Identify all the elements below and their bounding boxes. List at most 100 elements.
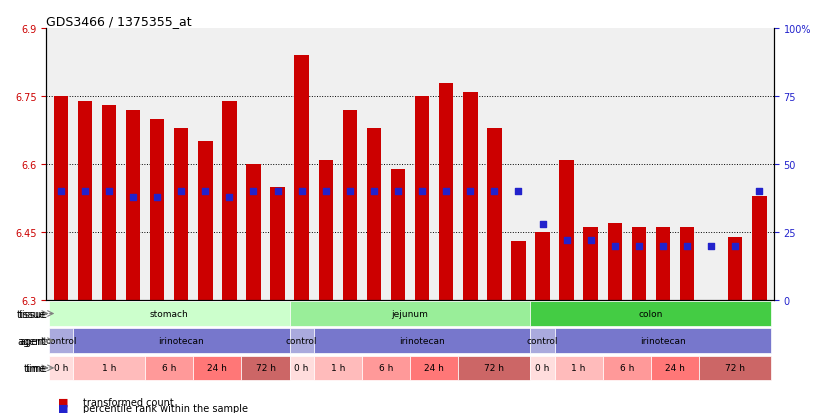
- Text: colon: colon: [638, 309, 663, 318]
- Bar: [487, 128, 501, 300]
- Text: 72 h: 72 h: [484, 363, 505, 373]
- Text: irinotecan: irinotecan: [159, 336, 204, 345]
- FancyBboxPatch shape: [49, 301, 290, 326]
- FancyBboxPatch shape: [554, 356, 603, 380]
- Point: [102, 188, 116, 195]
- Point: [512, 188, 525, 195]
- FancyBboxPatch shape: [73, 356, 145, 380]
- Text: 0 h: 0 h: [535, 363, 550, 373]
- Text: irinotecan: irinotecan: [640, 336, 686, 345]
- Bar: [535, 233, 550, 300]
- Text: 0 h: 0 h: [295, 363, 309, 373]
- Bar: [294, 56, 309, 300]
- Point: [55, 188, 68, 195]
- Bar: [511, 242, 525, 300]
- Text: stomach: stomach: [150, 309, 188, 318]
- Point: [657, 243, 670, 249]
- FancyBboxPatch shape: [699, 356, 771, 380]
- Bar: [222, 101, 236, 300]
- FancyBboxPatch shape: [530, 301, 771, 326]
- Point: [632, 243, 645, 249]
- Bar: [391, 169, 406, 300]
- FancyBboxPatch shape: [145, 356, 193, 380]
- Text: percentile rank within the sample: percentile rank within the sample: [83, 403, 248, 413]
- Point: [126, 194, 140, 200]
- Text: control: control: [286, 336, 317, 345]
- Bar: [608, 223, 622, 300]
- Bar: [559, 160, 574, 300]
- Text: jejunum: jejunum: [392, 309, 429, 318]
- Bar: [150, 119, 164, 300]
- Point: [560, 237, 573, 244]
- Point: [78, 188, 92, 195]
- FancyBboxPatch shape: [290, 329, 314, 353]
- Text: 24 h: 24 h: [425, 363, 444, 373]
- Bar: [632, 228, 646, 300]
- FancyBboxPatch shape: [290, 356, 314, 380]
- Point: [681, 243, 694, 249]
- Text: tissue: tissue: [17, 309, 46, 319]
- Bar: [270, 187, 285, 300]
- FancyBboxPatch shape: [73, 329, 290, 353]
- Point: [463, 188, 477, 195]
- Bar: [78, 101, 93, 300]
- Text: irinotecan: irinotecan: [399, 336, 445, 345]
- FancyBboxPatch shape: [410, 356, 458, 380]
- Text: control: control: [45, 336, 77, 345]
- Bar: [728, 237, 743, 300]
- Text: GDS3466 / 1375355_at: GDS3466 / 1375355_at: [46, 15, 192, 28]
- Text: ■: ■: [58, 403, 69, 413]
- Text: 24 h: 24 h: [665, 363, 685, 373]
- Text: time: time: [24, 363, 46, 373]
- Text: tissue: tissue: [18, 309, 48, 319]
- FancyBboxPatch shape: [290, 301, 530, 326]
- FancyBboxPatch shape: [241, 356, 290, 380]
- Bar: [319, 160, 333, 300]
- Bar: [752, 196, 767, 300]
- FancyBboxPatch shape: [603, 356, 651, 380]
- Bar: [680, 228, 695, 300]
- Point: [223, 194, 236, 200]
- Text: time: time: [26, 363, 48, 373]
- Text: transformed count: transformed count: [83, 397, 173, 407]
- Text: 24 h: 24 h: [207, 363, 227, 373]
- Text: 6 h: 6 h: [162, 363, 177, 373]
- Bar: [583, 228, 598, 300]
- Bar: [439, 83, 453, 300]
- Point: [584, 237, 597, 244]
- Bar: [126, 110, 140, 300]
- Point: [271, 188, 284, 195]
- Text: 6 h: 6 h: [379, 363, 393, 373]
- Point: [174, 188, 188, 195]
- Bar: [174, 128, 188, 300]
- Bar: [415, 97, 430, 300]
- Text: 72 h: 72 h: [255, 363, 276, 373]
- Text: 0 h: 0 h: [54, 363, 68, 373]
- Bar: [54, 97, 68, 300]
- Text: 1 h: 1 h: [572, 363, 586, 373]
- Point: [415, 188, 429, 195]
- Point: [488, 188, 501, 195]
- Bar: [343, 110, 357, 300]
- Text: 1 h: 1 h: [102, 363, 116, 373]
- Point: [439, 188, 453, 195]
- Point: [608, 243, 621, 249]
- Text: 72 h: 72 h: [725, 363, 745, 373]
- FancyBboxPatch shape: [651, 356, 699, 380]
- FancyBboxPatch shape: [554, 329, 771, 353]
- FancyBboxPatch shape: [314, 356, 362, 380]
- Point: [344, 188, 357, 195]
- FancyBboxPatch shape: [49, 356, 73, 380]
- Bar: [102, 106, 116, 300]
- Point: [705, 243, 718, 249]
- Point: [247, 188, 260, 195]
- Point: [752, 188, 766, 195]
- Point: [536, 221, 549, 228]
- Text: control: control: [527, 336, 558, 345]
- Bar: [198, 142, 212, 300]
- FancyBboxPatch shape: [458, 356, 530, 380]
- Point: [295, 188, 308, 195]
- FancyBboxPatch shape: [314, 329, 530, 353]
- Point: [199, 188, 212, 195]
- Bar: [246, 165, 261, 300]
